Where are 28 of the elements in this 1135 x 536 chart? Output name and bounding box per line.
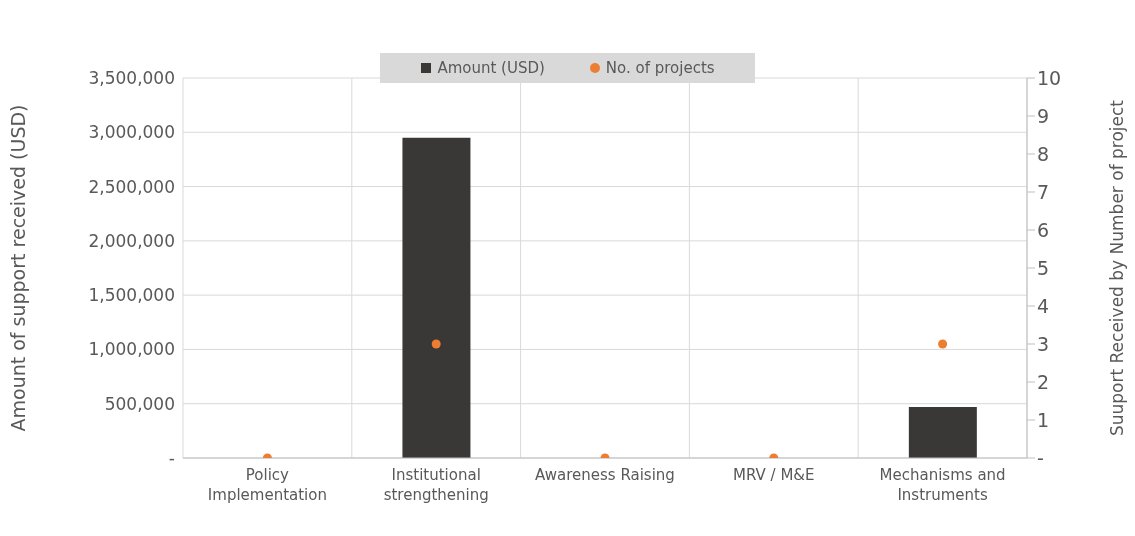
- y-tick-label: 3,500,000: [88, 68, 175, 89]
- y2-tick-label: 10: [1037, 66, 1062, 89]
- x-tick-label: Mechanisms and Instruments: [879, 466, 1006, 504]
- x-tick-label: MRV / M&E: [733, 466, 815, 484]
- y2-axis-title: Suuport Received by Number of project: [1107, 99, 1128, 437]
- y2-tick-label: 2: [1037, 370, 1050, 393]
- x-tick-label: Policy Implementation: [207, 466, 327, 504]
- y2-tick-label: -: [1037, 446, 1044, 469]
- y-tick-label: 3,000,000: [88, 122, 175, 143]
- y2-tick-label: 9: [1037, 104, 1050, 127]
- y-tick-label: 2,500,000: [88, 176, 175, 197]
- x-tick-label: Awareness Raising: [535, 466, 675, 484]
- y-tick-label: -: [168, 448, 175, 469]
- y2-tick-label: 5: [1037, 256, 1050, 279]
- y2-tick-label: 6: [1037, 218, 1050, 241]
- y2-tick-label: 8: [1037, 142, 1050, 165]
- y-tick-label: 1,500,000: [88, 285, 175, 306]
- legend-label: No. of projects: [604, 58, 715, 78]
- y-tick-label: 2,000,000: [88, 230, 175, 251]
- y-tick-label: 1,000,000: [88, 339, 175, 360]
- y2-tick-label: 4: [1037, 294, 1050, 317]
- y2-tick-label: 1: [1037, 408, 1050, 431]
- y-axis-title: Amount of support received (USD): [6, 104, 29, 432]
- y-tick-label: 500,000: [104, 393, 175, 414]
- y2-tick-label: 7: [1037, 180, 1050, 203]
- legend-label: Amount (USD): [436, 58, 545, 78]
- x-tick-label: Institutional strengthening: [383, 466, 489, 504]
- y2-tick-label: 3: [1037, 332, 1050, 355]
